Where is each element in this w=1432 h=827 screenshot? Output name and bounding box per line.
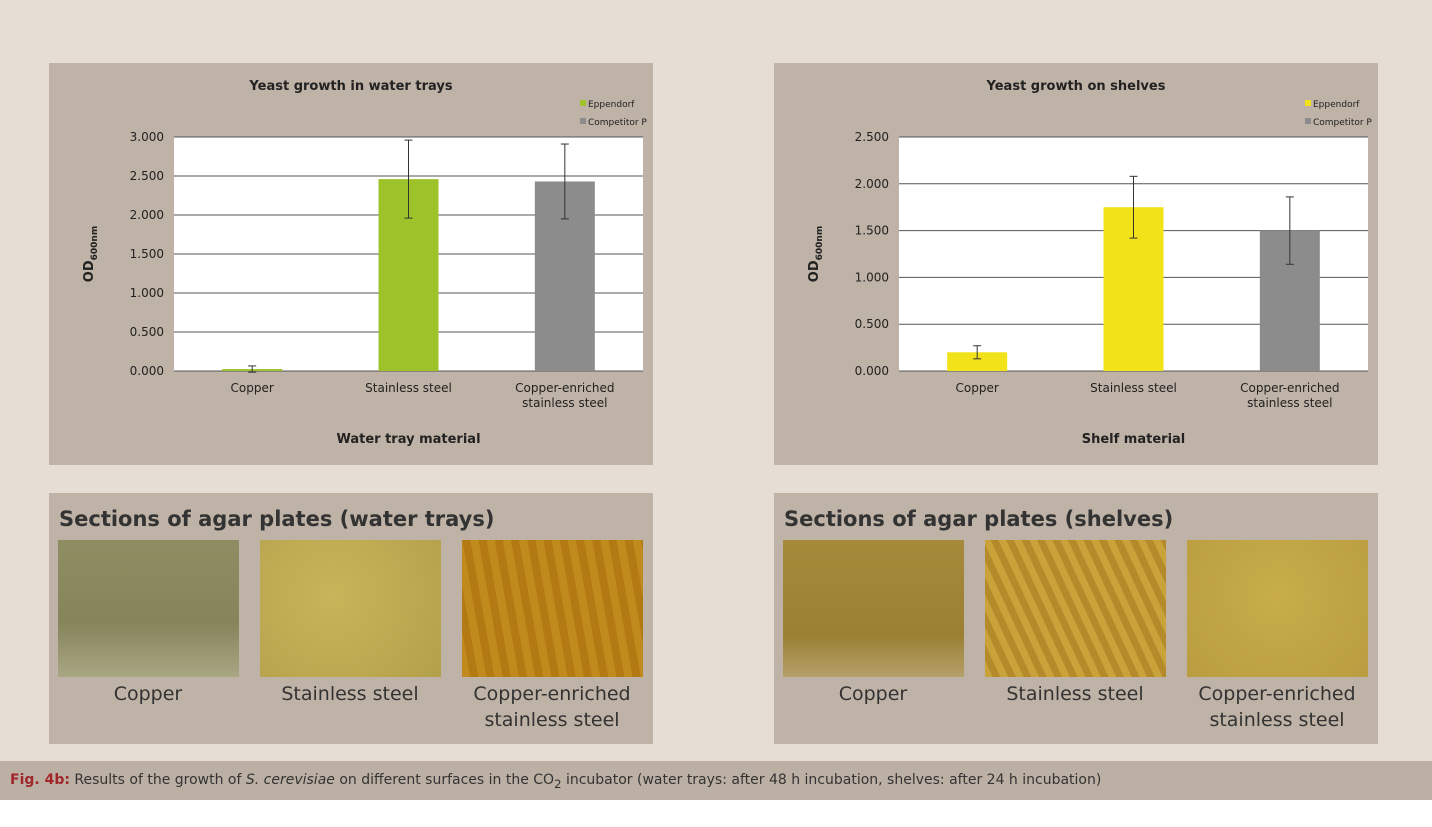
agar-image: [260, 540, 441, 677]
y-axis-label-main: OD: [82, 260, 97, 282]
agar-title: Sections of agar plates (shelves): [784, 507, 1173, 531]
caption-label: Fig. 4b:: [10, 772, 70, 788]
x-tick-label: Copper: [907, 381, 1047, 396]
y-axis-label: OD600nm: [82, 226, 100, 282]
legend-swatch: [1305, 100, 1311, 106]
caption-text: incubator (water trays: after 48 h incub…: [566, 772, 1101, 788]
agar-image-label: Stainless steel: [250, 681, 450, 707]
y-tick-label: 2.500: [855, 130, 889, 144]
caption-sub: 2: [554, 777, 561, 791]
chart-title: Yeast growth on shelves: [986, 79, 1166, 94]
y-tick-label: 2.000: [130, 208, 164, 222]
y-tick-label: 1.500: [855, 224, 889, 238]
y-tick-label: 0.500: [855, 317, 889, 331]
agar-image-label: Copper-enriched stainless steel: [452, 681, 652, 733]
y-tick-label: 2.000: [855, 177, 889, 191]
y-tick-label: 1.000: [130, 286, 164, 300]
agar-image: [1187, 540, 1368, 677]
y-axis-label-sub: 600nm: [90, 226, 100, 261]
y-axis-label: OD600nm: [807, 226, 825, 282]
y-tick-label: 0.000: [130, 364, 164, 378]
agar-image: [462, 540, 643, 677]
legend-label: Eppendorf: [1313, 100, 1360, 110]
agar-image-label: Copper-enriched stainless steel: [1177, 681, 1377, 733]
caption-text: on different surfaces in the CO: [339, 772, 554, 788]
y-tick-label: 0.500: [130, 325, 164, 339]
legend-swatch: [580, 118, 586, 124]
caption-species: S. cerevisiae: [246, 772, 335, 788]
agar-image-label: Copper: [48, 681, 248, 707]
y-axis-label-sub: 600nm: [815, 226, 825, 261]
legend-label: Eppendorf: [588, 100, 635, 110]
x-tick-label: Copper: [182, 381, 322, 396]
agar-image: [783, 540, 964, 677]
agar-image: [985, 540, 1166, 677]
chart-panel: Yeast growth on shelves 0.000 0.500 1.000 1.…: [774, 63, 1378, 465]
x-tick-label: Copper-enriched stainless steel: [495, 381, 635, 411]
x-tick-label: Stainless steel: [1064, 381, 1204, 396]
chart-title: Yeast growth in water trays: [248, 79, 452, 94]
legend-swatch: [1305, 118, 1311, 124]
x-axis-label: Shelf material: [1082, 432, 1186, 447]
x-axis-label: Water tray material: [336, 432, 480, 447]
y-tick-label: 1.000: [855, 270, 889, 284]
y-tick-label: 3.000: [130, 130, 164, 144]
x-tick-label: Stainless steel: [339, 381, 479, 396]
legend-label: Competitor P: [1313, 118, 1372, 128]
caption: Fig. 4b: Results of the growth of S. cer…: [0, 761, 1432, 800]
agar-image: [58, 540, 239, 677]
legend-label: Competitor P: [588, 118, 647, 128]
x-tick-label: Copper-enriched stainless steel: [1220, 381, 1360, 411]
caption-text: Results of the growth of: [74, 772, 241, 788]
agar-title: Sections of agar plates (water trays): [59, 507, 494, 531]
legend-swatch: [580, 100, 586, 106]
y-axis-label-main: OD: [807, 260, 822, 282]
agar-image-label: Copper: [773, 681, 973, 707]
agar-image-label: Stainless steel: [975, 681, 1175, 707]
agar-panel: Sections of agar plates (water trays) Cop…: [49, 493, 653, 744]
y-tick-label: 0.000: [855, 364, 889, 378]
y-tick-label: 2.500: [130, 169, 164, 183]
y-tick-label: 1.500: [130, 247, 164, 261]
page: {"chart_data": [ {"type": "bar", "title"…: [0, 0, 1432, 827]
chart-panel: Yeast growth in water trays 0.000 0.500 1.0…: [49, 63, 653, 465]
